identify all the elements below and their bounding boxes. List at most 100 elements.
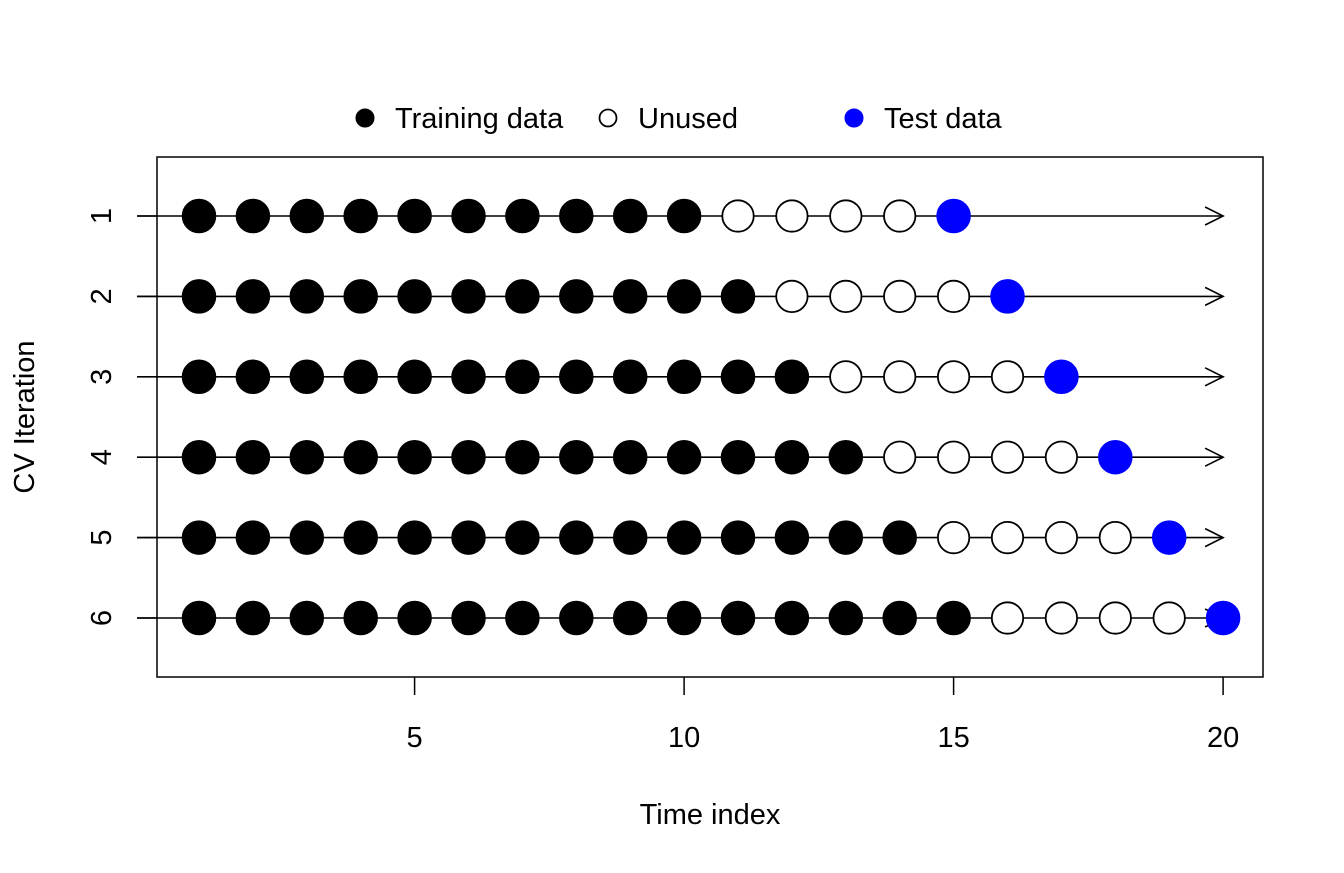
unused-point (775, 279, 809, 313)
training-point (181, 439, 217, 475)
test-point (1205, 600, 1241, 636)
unused-point (883, 360, 917, 394)
legend-item-3: Test data (844, 103, 1003, 135)
training-point (720, 600, 756, 636)
x-tick-label: 15 (937, 722, 969, 754)
unused-point (1152, 601, 1186, 635)
training-point (181, 198, 217, 234)
unused-point (936, 279, 971, 313)
training-point (612, 600, 648, 636)
timeline-arrowhead (1204, 527, 1225, 548)
training-point (666, 359, 702, 395)
training-point (505, 279, 540, 314)
y-tick-label: 6 (86, 610, 118, 626)
training-point (774, 359, 810, 395)
training-point (612, 198, 648, 234)
training-point (451, 359, 486, 395)
iteration-row-2 (137, 279, 1225, 314)
timeline-arrowhead (1204, 447, 1225, 467)
unused-point (1044, 440, 1079, 474)
unused-point (1044, 601, 1079, 635)
training-point (828, 439, 864, 475)
test-point (990, 279, 1025, 314)
unused-point (936, 440, 971, 474)
training-point (289, 279, 325, 314)
training-point (828, 600, 864, 636)
y-tick-label: 2 (86, 288, 118, 304)
training-point (774, 600, 810, 636)
unused-point (775, 199, 809, 233)
training-point (774, 439, 810, 475)
training-point (181, 359, 217, 395)
training-point (666, 279, 702, 314)
x-tick-label: 10 (668, 722, 700, 754)
iteration-row-6 (137, 600, 1241, 636)
training-point (612, 520, 648, 555)
unused-point (990, 360, 1025, 394)
training-point (559, 198, 594, 234)
training-point (397, 520, 432, 555)
timeline-arrowhead (1204, 206, 1225, 226)
legend-marker (598, 108, 618, 128)
training-point (343, 359, 378, 395)
training-point (612, 359, 648, 395)
training-point (397, 279, 432, 314)
training-point (666, 520, 702, 555)
unused-point (990, 440, 1025, 474)
unused-point (883, 440, 917, 474)
training-point (505, 439, 540, 475)
training-point (397, 359, 432, 395)
training-point (289, 198, 325, 234)
unused-point (1098, 520, 1132, 555)
timeline-arrowhead (1204, 367, 1225, 387)
x-tick-label: 5 (407, 722, 423, 754)
training-point (451, 279, 486, 314)
y-axis: 1 2 3 4 5 6 (86, 208, 157, 626)
legend-item-1: Training data (355, 103, 564, 135)
test-point (1044, 359, 1079, 395)
training-point (882, 520, 917, 555)
training-point (397, 439, 432, 475)
training-point (505, 198, 540, 234)
y-tick-label: 5 (86, 530, 118, 546)
legend-marker (355, 108, 375, 128)
unused-point (1098, 601, 1132, 635)
training-point (666, 439, 702, 475)
unused-point (990, 601, 1025, 635)
training-point (235, 359, 271, 395)
training-point (235, 520, 271, 555)
iteration-row-1 (137, 198, 1225, 234)
training-point (289, 439, 325, 475)
legend-label: Training data (395, 103, 564, 135)
test-point (936, 198, 971, 234)
training-point (559, 520, 594, 555)
timeline-arrowhead (1204, 286, 1225, 307)
iteration-rows (137, 198, 1241, 636)
training-point (289, 600, 325, 636)
training-point (451, 439, 486, 475)
training-point (181, 600, 217, 636)
training-point (235, 439, 271, 475)
training-point (612, 279, 648, 314)
training-point (720, 439, 756, 475)
training-point (559, 439, 594, 475)
y-tick-label: 3 (86, 369, 118, 385)
unused-point (990, 520, 1025, 555)
legend-marker (844, 108, 864, 128)
legend: Training data Unused Test data (355, 103, 1003, 135)
training-point (235, 600, 271, 636)
training-point (720, 279, 756, 314)
unused-point (883, 279, 917, 313)
unused-point (829, 199, 863, 233)
training-point (505, 359, 540, 395)
training-point (559, 279, 594, 314)
plot-frame (156, 156, 1264, 678)
legend-label: Test data (884, 103, 1003, 135)
unused-point (829, 279, 863, 313)
x-axis-label: Time index (640, 799, 781, 831)
training-point (451, 520, 486, 555)
training-point (559, 359, 594, 395)
training-point (343, 600, 378, 636)
unused-point (1044, 520, 1079, 555)
